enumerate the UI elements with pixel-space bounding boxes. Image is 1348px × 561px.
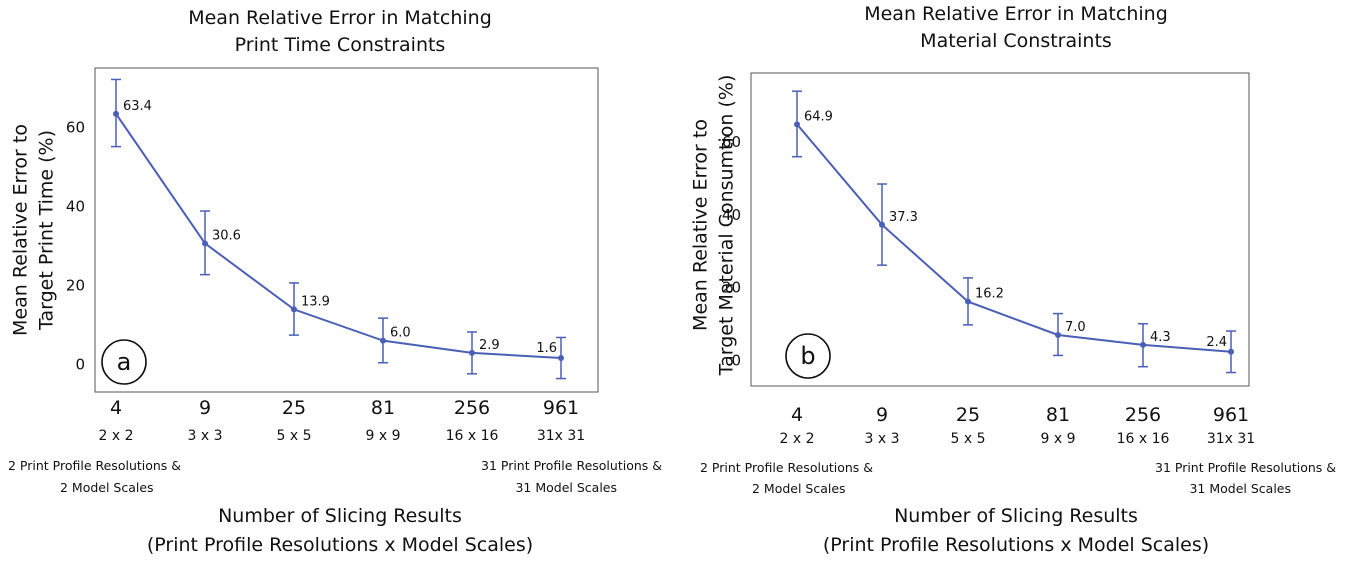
data-label: 1.6 bbox=[536, 341, 557, 356]
y-axis-label-line: Target Print Time (%) bbox=[36, 130, 58, 331]
x-axis-label-line: (Print Profile Resolutions x Model Scale… bbox=[147, 534, 533, 556]
x-tick-label: 961 bbox=[1213, 404, 1249, 426]
x-axis-label-line: (Print Profile Resolutions x Model Scale… bbox=[823, 534, 1209, 556]
panel-badge-label: a bbox=[117, 348, 132, 376]
x-tick-label: 4 bbox=[791, 404, 803, 426]
data-label: 2.9 bbox=[479, 338, 500, 353]
data-label: 2.4 bbox=[1206, 335, 1227, 350]
right-note-line: 31 Print Profile Resolutions & bbox=[1155, 460, 1336, 475]
x-tick-sublabel: 2 x 2 bbox=[780, 431, 815, 447]
data-point bbox=[558, 355, 564, 362]
data-point bbox=[965, 298, 971, 305]
x-tick-label: 961 bbox=[543, 397, 579, 419]
chart-panel-a: Mean Relative Error in Matching Print Tim… bbox=[8, 7, 662, 556]
data-label: 63.4 bbox=[123, 99, 152, 114]
panel-badge-circle bbox=[101, 339, 147, 385]
data-point bbox=[1055, 332, 1061, 339]
x-tick-sublabel: 5 x 5 bbox=[951, 431, 986, 447]
x-tick-label: 81 bbox=[371, 397, 395, 419]
right-note-line: 31 Model Scales bbox=[515, 480, 617, 495]
series-line bbox=[796, 123, 1232, 353]
x-tick-sublabel: 31x 31 bbox=[1207, 431, 1255, 447]
data-point bbox=[1140, 341, 1146, 348]
data-point bbox=[113, 110, 119, 117]
data-point bbox=[291, 306, 297, 313]
x-tick-label: 256 bbox=[1125, 404, 1161, 426]
data-label: 37.3 bbox=[889, 210, 918, 225]
data-label: 13.9 bbox=[301, 294, 330, 309]
data-label: 30.6 bbox=[212, 228, 241, 243]
data-label: 4.3 bbox=[1150, 330, 1171, 345]
chart-title-line: Print Time Constraints bbox=[235, 34, 446, 56]
x-tick-sublabel: 9 x 9 bbox=[366, 428, 401, 444]
x-tick-sublabel: 3 x 3 bbox=[188, 428, 223, 444]
data-point bbox=[1228, 348, 1234, 355]
left-note-line: 2 Print Profile Resolutions & bbox=[8, 458, 181, 473]
data-label: 16.2 bbox=[975, 287, 1004, 302]
y-axis-label-line: Mean Relative Error to bbox=[690, 119, 712, 331]
chart-title-line: Mean Relative Error in Matching bbox=[864, 3, 1168, 25]
data-point bbox=[794, 121, 800, 128]
y-tick-label: 20 bbox=[722, 279, 741, 297]
x-tick-sublabel: 31x 31 bbox=[537, 428, 585, 444]
y-tick-label: 20 bbox=[66, 276, 85, 294]
y-tick-label: 0 bbox=[731, 352, 741, 370]
x-axis-label-line: Number of Slicing Results bbox=[894, 505, 1138, 527]
data-label: 7.0 bbox=[1065, 320, 1086, 335]
left-note-line: 2 Print Profile Resolutions & bbox=[700, 460, 873, 475]
y-tick-label: 0 bbox=[75, 355, 85, 373]
data-label: 64.9 bbox=[804, 109, 833, 124]
chart-a-svg: Mean Relative Error in Matching Print Tim… bbox=[8, 7, 662, 556]
data-point bbox=[469, 349, 475, 356]
data-point bbox=[380, 337, 386, 344]
right-note-line: 31 Print Profile Resolutions & bbox=[481, 458, 662, 473]
data-label: 6.0 bbox=[390, 326, 411, 341]
panel-badge-label: b bbox=[800, 342, 815, 370]
x-tick-sublabel: 16 x 16 bbox=[1117, 431, 1170, 447]
x-tick-sublabel: 2 x 2 bbox=[99, 428, 134, 444]
y-tick-label: 40 bbox=[722, 206, 741, 224]
data-point bbox=[202, 240, 208, 247]
panel-badge-circle bbox=[785, 333, 831, 379]
x-axis-label-line: Number of Slicing Results bbox=[218, 505, 462, 527]
y-axis-label-line: Mean Relative Error to bbox=[10, 124, 32, 336]
y-tick-label: 60 bbox=[66, 118, 85, 136]
y-axis-label-line: Target Material Consumtion (%) bbox=[716, 75, 738, 377]
x-tick-label: 256 bbox=[454, 397, 490, 419]
x-tick-sublabel: 5 x 5 bbox=[277, 428, 312, 444]
x-tick-label: 9 bbox=[876, 404, 888, 426]
x-tick-sublabel: 16 x 16 bbox=[446, 428, 499, 444]
chart-b-svg: Mean Relative Error in Matching Material … bbox=[690, 3, 1337, 556]
left-note-line: 2 Model Scales bbox=[60, 480, 154, 495]
right-note-line: 31 Model Scales bbox=[1189, 481, 1291, 496]
x-tick-label: 25 bbox=[282, 397, 306, 419]
x-tick-label: 81 bbox=[1046, 404, 1070, 426]
x-tick-label: 25 bbox=[956, 404, 980, 426]
y-tick-label: 60 bbox=[722, 133, 741, 151]
series-line bbox=[115, 113, 562, 359]
left-note-line: 2 Model Scales bbox=[752, 481, 846, 496]
chart-title-line: Material Constraints bbox=[920, 30, 1112, 52]
x-tick-sublabel: 9 x 9 bbox=[1041, 431, 1076, 447]
x-tick-label: 4 bbox=[110, 397, 122, 419]
y-tick-label: 40 bbox=[66, 197, 85, 215]
x-tick-label: 9 bbox=[199, 397, 211, 419]
plot-frame bbox=[750, 72, 1250, 387]
data-point bbox=[879, 221, 885, 228]
chart-panel-b: Mean Relative Error in Matching Material … bbox=[674, 0, 1348, 561]
chart-title-line: Mean Relative Error in Matching bbox=[188, 7, 492, 29]
x-tick-sublabel: 3 x 3 bbox=[865, 431, 900, 447]
plot-frame bbox=[94, 67, 599, 393]
